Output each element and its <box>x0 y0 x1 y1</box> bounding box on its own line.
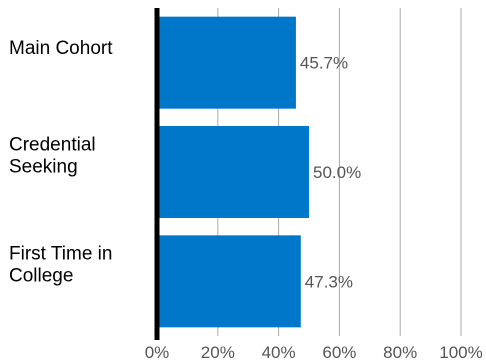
bar <box>157 126 309 218</box>
x-tick-label: 0% <box>145 343 170 362</box>
category-label-line: Main Cohort <box>9 38 113 59</box>
labels: 0% 20% 40% 60% 80% 100% 45.7% Main Cohort 50.0% C… <box>9 38 483 362</box>
bar <box>157 16 296 109</box>
bars <box>157 16 309 328</box>
category-label-line: College <box>9 266 73 287</box>
category-label: Main Cohort <box>9 38 113 59</box>
category-label-line: First Time in <box>9 244 112 265</box>
x-tick-label: 60% <box>322 343 356 362</box>
category-label: Credential Seeking <box>9 134 96 177</box>
x-tick-label: 100% <box>439 343 482 362</box>
x-tick-label: 20% <box>201 343 235 362</box>
x-tick-label: 80% <box>383 343 417 362</box>
x-tick-label: 40% <box>262 343 296 362</box>
value-label: 50.0% <box>313 163 361 182</box>
category-label-line: Seeking <box>9 156 78 177</box>
value-label: 45.7% <box>300 54 348 73</box>
category-label-line: Credential <box>9 134 96 155</box>
bar <box>157 235 301 328</box>
value-label: 47.3% <box>305 272 353 291</box>
category-label: First Time in College <box>9 244 112 287</box>
